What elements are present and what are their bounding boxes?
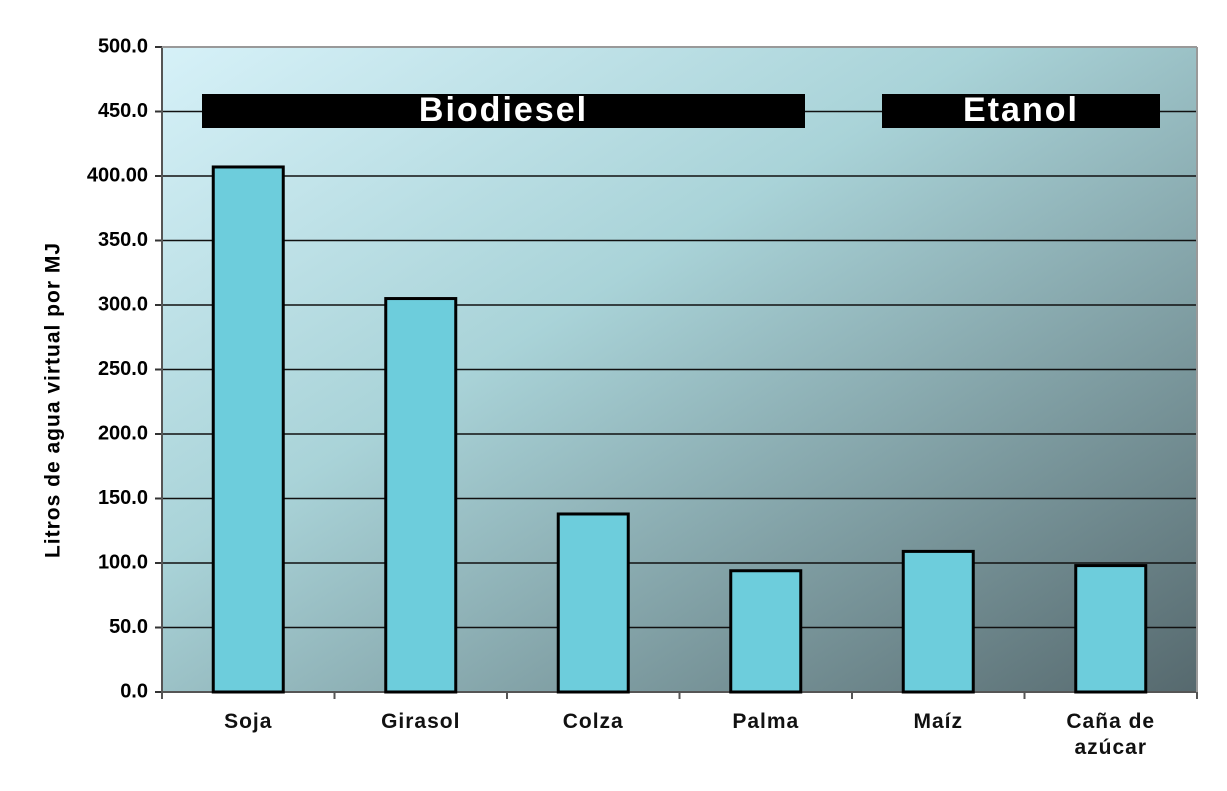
- x-tick-label: Caña de azúcar: [1066, 710, 1156, 759]
- bar: [556, 512, 630, 694]
- x-tick-label: Colza: [562, 710, 624, 733]
- y-tick-label: 0.0: [120, 680, 148, 702]
- y-tick-label: 400.00: [87, 164, 148, 186]
- bar: [901, 549, 975, 694]
- y-tick-label: 50.0: [109, 616, 148, 638]
- y-axis-label: Litros de agua virtual por MJ: [42, 242, 65, 558]
- annotation: Biodiesel: [419, 91, 588, 129]
- bar: [1074, 564, 1148, 694]
- bar: [729, 569, 803, 694]
- x-tick-label: Soja: [224, 710, 273, 733]
- y-tick-label: 450.0: [98, 100, 148, 122]
- annotation: Etanol: [963, 91, 1079, 129]
- annotation-box: [202, 94, 805, 128]
- bar: [211, 165, 285, 694]
- x-tick-label: Girasol: [381, 710, 461, 733]
- y-tick-label: 150.0: [98, 487, 148, 509]
- y-tick-label: 250.0: [98, 358, 148, 380]
- y-tick-label: 300.0: [98, 293, 148, 315]
- bar: [384, 297, 458, 694]
- x-tick-label: Maíz: [913, 710, 963, 733]
- y-tick-label: 500.0: [98, 35, 148, 57]
- y-tick-label: 200.0: [98, 422, 148, 444]
- x-tick-label: Palma: [732, 710, 800, 733]
- y-tick-label: 100.0: [98, 551, 148, 573]
- y-tick-label: 350.0: [98, 229, 148, 251]
- annotation-box: [882, 94, 1160, 128]
